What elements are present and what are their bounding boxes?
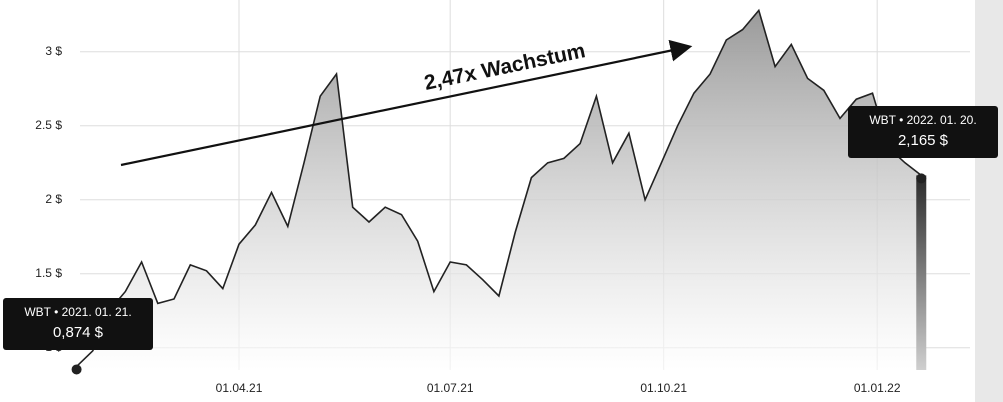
tooltip-label: WBT • 2021. 01. 21. <box>24 305 131 319</box>
value-bar <box>916 175 927 370</box>
growth-arrow <box>120 39 693 167</box>
tooltip-value: 2,165 $ <box>898 132 949 149</box>
x-tick-label: 01.01.22 <box>854 381 901 395</box>
tooltip-value: 0,874 $ <box>53 324 104 341</box>
annotation: 2,47x Wachstum <box>422 39 587 95</box>
scrollbar[interactable] <box>975 0 1003 402</box>
tooltip <box>848 106 998 158</box>
marker <box>916 173 927 184</box>
marker <box>71 364 82 375</box>
line <box>76 8 922 367</box>
tooltip-label: WBT • 2022. 01. 20. <box>869 113 976 127</box>
tooltip <box>3 298 153 350</box>
x-tick-label: 01.04.21 <box>216 381 263 395</box>
area <box>76 10 922 371</box>
y-tick-label: 2.5 $ <box>35 118 62 132</box>
y-tick-label: 1.5 $ <box>35 266 62 280</box>
y-tick-label: 2 $ <box>45 192 62 206</box>
x-tick-label: 01.07.21 <box>427 381 474 395</box>
y-tick-label: 3 $ <box>45 44 62 58</box>
x-tick-label: 01.10.21 <box>640 381 687 395</box>
